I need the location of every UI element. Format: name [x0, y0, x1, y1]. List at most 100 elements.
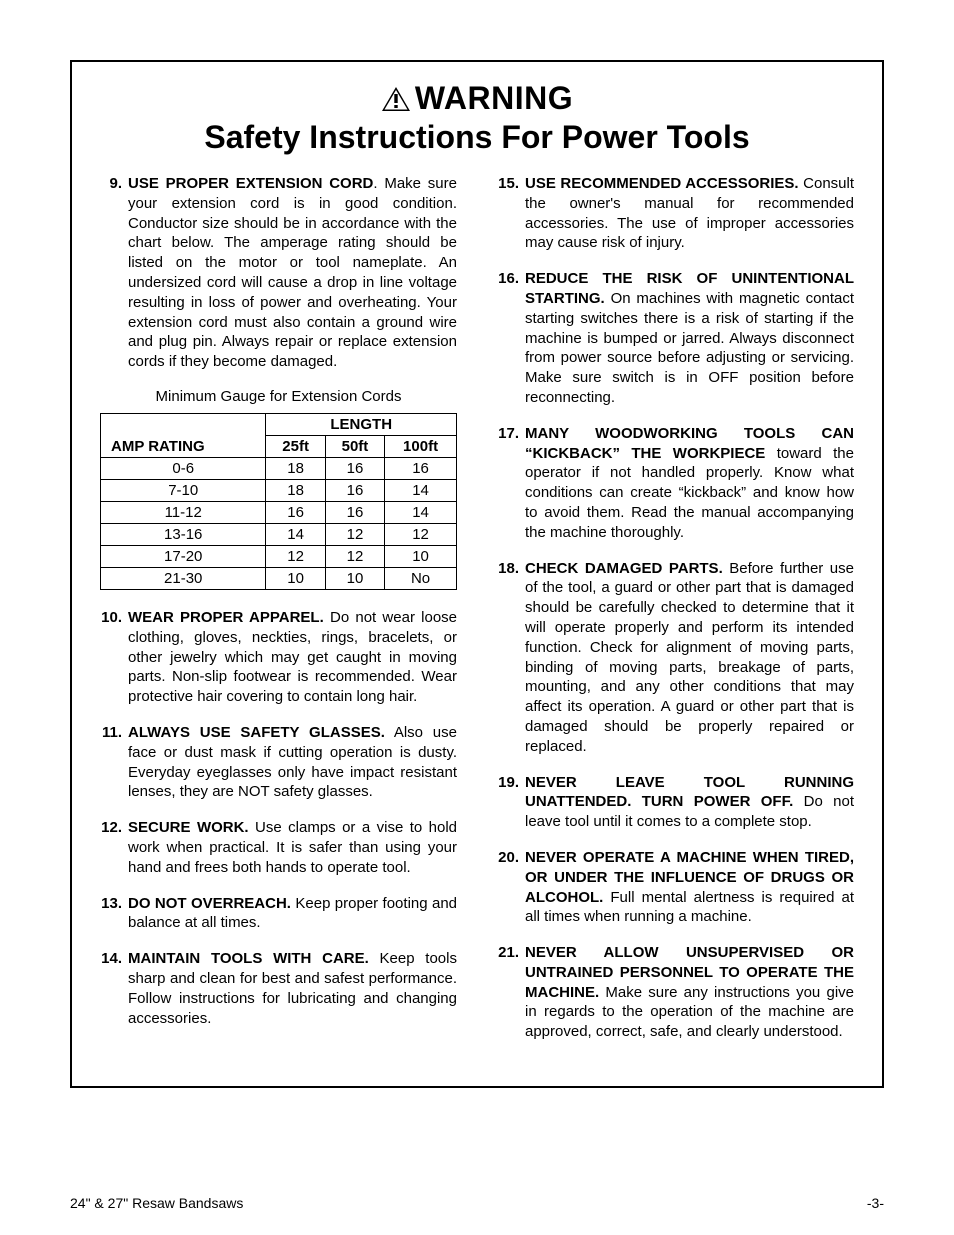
gauge-cell: 12 — [325, 523, 384, 545]
item-title: CHECK DAMAGED PARTS. — [525, 560, 723, 577]
list-item: 17.MANY WOODWORKING TOOLS CAN “KICKBACK”… — [497, 424, 854, 543]
warning-triangle-icon — [381, 86, 411, 112]
gauge-cell: 16 — [325, 501, 384, 523]
table-row: 21-301010No — [101, 567, 457, 589]
gauge-cell: 16 — [266, 501, 325, 523]
amp-header: AMP RATING — [101, 435, 266, 457]
item-title: DO NOT OVERREACH. — [128, 895, 291, 912]
item-body: WEAR PROPER APPAREL. Do not wear loose c… — [128, 608, 457, 707]
item-title: MAINTAIN TOOLS WITH CARE. — [128, 950, 369, 967]
page-footer: 24" & 27" Resaw Bandsaws -3- — [70, 1195, 884, 1211]
item-text: Before further use of the tool, a guard … — [525, 560, 854, 755]
gauge-cell: 18 — [266, 457, 325, 479]
list-item: 12.SECURE WORK. Use clamps or a vise to … — [100, 818, 457, 877]
item-number: 17. — [497, 424, 525, 543]
list-item: 15.USE RECOMMENDED ACCESSORIES. Consult … — [497, 174, 854, 253]
gauge-cell: 12 — [385, 523, 457, 545]
warning-label: WARNING — [415, 80, 573, 117]
amp-cell: 0-6 — [101, 457, 266, 479]
item-title: WEAR PROPER APPAREL. — [128, 609, 324, 626]
gauge-cell: 14 — [266, 523, 325, 545]
gauge-cell: 14 — [385, 479, 457, 501]
amp-cell: 7-10 — [101, 479, 266, 501]
table-row: LENGTH — [101, 413, 457, 435]
length-col-header: 50ft — [325, 435, 384, 457]
length-col-header: 25ft — [266, 435, 325, 457]
gauge-table: LENGTHAMP RATING25ft50ft100ft0-61816167-… — [100, 413, 457, 590]
item-number: 10. — [100, 608, 128, 707]
list-item: 9.USE PROPER EXTENSION CORD. Make sure y… — [100, 174, 457, 372]
item-number: 14. — [100, 949, 128, 1028]
list-item: 13.DO NOT OVERREACH. Keep proper footing… — [100, 894, 457, 934]
table-header-blank — [101, 413, 266, 435]
columns: 9.USE PROPER EXTENSION CORD. Make sure y… — [100, 174, 854, 1058]
item-number: 16. — [497, 269, 525, 408]
item-body: ALWAYS USE SAFETY GLASSES. Also use face… — [128, 723, 457, 802]
list-item: 19.NEVER LEAVE TOOL RUNNING UNATTENDED. … — [497, 773, 854, 832]
list-item: 21.NEVER ALLOW UNSUPERVISED OR UNTRAINED… — [497, 943, 854, 1042]
table-row: 0-6181616 — [101, 457, 457, 479]
amp-cell: 11-12 — [101, 501, 266, 523]
table-row: 11-12161614 — [101, 501, 457, 523]
item-number: 13. — [100, 894, 128, 934]
gauge-cell: 12 — [266, 545, 325, 567]
item-body: USE PROPER EXTENSION CORD. Make sure you… — [128, 174, 457, 372]
gauge-cell: 10 — [266, 567, 325, 589]
item-body: MAINTAIN TOOLS WITH CARE. Keep tools sha… — [128, 949, 457, 1028]
table-caption: Minimum Gauge for Extension Cords — [100, 388, 457, 405]
item-body: CHECK DAMAGED PARTS. Before further use … — [525, 559, 854, 757]
item-title: USE PROPER EXTENSION CORD — [128, 175, 373, 192]
item-number: 19. — [497, 773, 525, 832]
item-body: SECURE WORK. Use clamps or a vise to hol… — [128, 818, 457, 877]
gauge-cell: 10 — [325, 567, 384, 589]
gauge-cell: 18 — [266, 479, 325, 501]
length-col-header: 100ft — [385, 435, 457, 457]
item-body: NEVER ALLOW UNSUPERVISED OR UNTRAINED PE… — [525, 943, 854, 1042]
list-item: 11.ALWAYS USE SAFETY GLASSES. Also use f… — [100, 723, 457, 802]
table-row: 7-10181614 — [101, 479, 457, 501]
amp-cell: 21-30 — [101, 567, 266, 589]
item-number: 21. — [497, 943, 525, 1042]
item-text: On machines with magnetic contact starti… — [525, 290, 854, 406]
item-number: 20. — [497, 848, 525, 927]
item-number: 15. — [497, 174, 525, 253]
item-number: 18. — [497, 559, 525, 757]
table-row: AMP RATING25ft50ft100ft — [101, 435, 457, 457]
gauge-cell: 10 — [385, 545, 457, 567]
list-item: 14.MAINTAIN TOOLS WITH CARE. Keep tools … — [100, 949, 457, 1028]
item-body: MANY WOODWORKING TOOLS CAN “KICKBACK” TH… — [525, 424, 854, 543]
item-body: REDUCE THE RISK OF UNINTENTIONAL STARTIN… — [525, 269, 854, 408]
content-box: WARNING Safety Instructions For Power To… — [70, 60, 884, 1088]
right-column: 15.USE RECOMMENDED ACCESSORIES. Consult … — [497, 174, 854, 1058]
list-item: 10.WEAR PROPER APPAREL. Do not wear loos… — [100, 608, 457, 707]
title-block: WARNING Safety Instructions For Power To… — [100, 80, 854, 156]
left-column: 9.USE PROPER EXTENSION CORD. Make sure y… — [100, 174, 457, 1058]
gauge-cell: No — [385, 567, 457, 589]
item-body: USE RECOMMENDED ACCESSORIES. Consult the… — [525, 174, 854, 253]
table-row: 13-16141212 — [101, 523, 457, 545]
item-number: 9. — [100, 174, 128, 372]
gauge-cell: 14 — [385, 501, 457, 523]
item-body: NEVER OPERATE A MACHINE WHEN TIRED, OR U… — [525, 848, 854, 927]
page-subtitle: Safety Instructions For Power Tools — [100, 119, 854, 156]
gauge-cell: 16 — [325, 479, 384, 501]
list-item: 16.REDUCE THE RISK OF UNINTENTIONAL STAR… — [497, 269, 854, 408]
warning-heading: WARNING — [381, 80, 573, 117]
length-header: LENGTH — [266, 413, 457, 435]
item-text: Make sure your extension cord is in good… — [128, 175, 457, 370]
table-row: 17-20121210 — [101, 545, 457, 567]
item-title: USE RECOMMENDED ACCESSORIES. — [525, 175, 799, 192]
amp-cell: 17-20 — [101, 545, 266, 567]
item-body: DO NOT OVERREACH. Keep proper footing an… — [128, 894, 457, 934]
gauge-cell: 12 — [325, 545, 384, 567]
gauge-cell: 16 — [385, 457, 457, 479]
footer-right: -3- — [867, 1195, 884, 1211]
item-number: 11. — [100, 723, 128, 802]
item-title: SECURE WORK. — [128, 819, 249, 836]
gauge-cell: 16 — [325, 457, 384, 479]
item-number: 12. — [100, 818, 128, 877]
amp-cell: 13-16 — [101, 523, 266, 545]
footer-left: 24" & 27" Resaw Bandsaws — [70, 1195, 243, 1211]
item-title: ALWAYS USE SAFETY GLASSES. — [128, 724, 385, 741]
list-item: 20.NEVER OPERATE A MACHINE WHEN TIRED, O… — [497, 848, 854, 927]
